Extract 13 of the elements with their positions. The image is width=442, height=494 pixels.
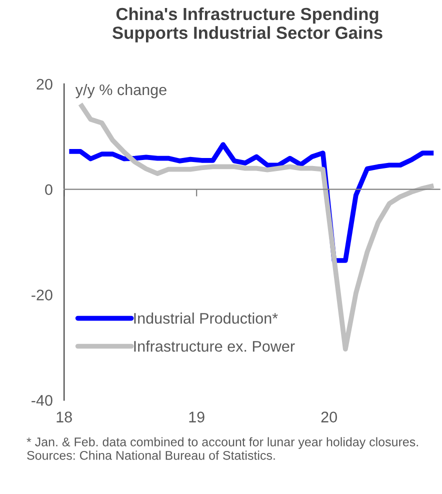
legend-label: Industrial Production* (134, 312, 278, 324)
x-tick-label: 19 (189, 412, 204, 422)
x-tick-label: 18 (56, 412, 72, 422)
line-series (78, 102, 436, 352)
chart-title: China's Infrastructure Spending Supports Industrial Sector Gains (112, 7, 382, 42)
legend-label: Infrastructure ex. Power (134, 340, 295, 352)
y-tick-label: -40 (32, 395, 52, 406)
y-tick-label: -20 (32, 290, 52, 300)
x-tick-label: 20 (321, 412, 337, 422)
y-tick-label: 20 (36, 78, 52, 90)
y-axis-title: y/y % change (75, 84, 166, 98)
y-tick-label: 0 (45, 184, 52, 196)
text: * Jan. & Feb. data combined to account for lunar year holiday closures. Sources: China National Bureau of Statistics. (26, 437, 418, 460)
